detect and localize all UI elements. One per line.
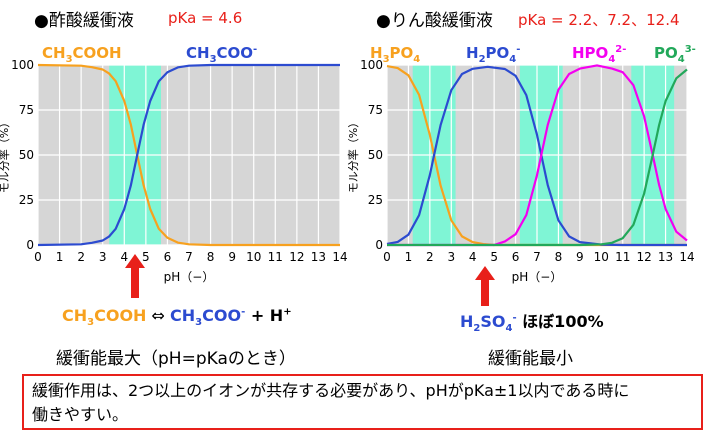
left-caption: 緩衝能最大（pH=pKaのとき） [56, 349, 296, 369]
acetate-xtick-label: 8 [207, 250, 215, 264]
legend-h3po4: H3PO4 [370, 44, 421, 65]
legend-ch3coo: CH3COO- [186, 44, 258, 65]
acetate-xtick-label: 4 [120, 250, 128, 264]
phosphate-ytick-label: 0 [375, 238, 383, 252]
phosphate-ytick-label: 75 [368, 103, 383, 117]
eq-base: CH3COO- [170, 306, 246, 329]
acetate-ytick-label: 0 [26, 238, 34, 252]
left-ph-marker-arrow [125, 254, 145, 298]
phosphate-xtick-label: 12 [637, 250, 652, 264]
legend-h2po4: H2PO4- [466, 44, 521, 65]
phosphate-xtick-label: 13 [658, 250, 673, 264]
phosphate-xtick-label: 4 [469, 250, 477, 264]
acetate-chart: 0 1 2 3 4 5 6 7 8 9 10 11 12 13 140255075100pH（−）モル分率（… [0, 58, 348, 284]
phosphate-xtick-label: 10 [594, 250, 609, 264]
acetate-xtick-label: 2 [77, 250, 85, 264]
acetate-equation: CH3COOH ⇔ CH3COO- + H+ [62, 306, 292, 328]
acetate-ytick-label: 75 [19, 103, 34, 117]
phosphate-xtick-label: 1 [405, 250, 413, 264]
phosphate-xtick-label: 11 [615, 250, 630, 264]
acetate-series-line-0 [37, 63, 340, 247]
note-line-1: 緩衝作用は、2つ以上のイオンが共存する必要があり、pHがpKa±1以内である時に [32, 381, 630, 400]
acetate-xtick-label: 3 [99, 250, 107, 264]
eq-arrow: ⇔ [146, 306, 171, 325]
left-pka-label: pKa = 4.6 [168, 9, 243, 27]
phosphate-xtick-label: 8 [555, 250, 563, 264]
phosphate-xtick-label: 9 [576, 250, 584, 264]
phosphate-y-axis-label: モル分率（%） [346, 117, 360, 193]
acetate-xtick-label: 12 [289, 250, 304, 264]
note-box: 緩衝作用は、2つ以上のイオンが共存する必要があり、pHがpKa±1以内である時に… [22, 374, 703, 430]
eq-almost-100: ほぼ100% [516, 312, 604, 331]
acetate-xtick-label: 10 [246, 250, 261, 264]
phosphate-ytick-label: 50 [368, 148, 383, 162]
eq-proton: + H+ [245, 306, 292, 325]
phosphate-xtick-label: 0 [383, 250, 391, 264]
phosphate-equation: H2SO4- ほぼ100% [460, 308, 604, 334]
left-title: ●酢酸緩衝液 [34, 11, 134, 31]
acetate-xtick-label: 14 [332, 250, 347, 264]
acetate-xtick-label: 11 [268, 250, 283, 264]
phosphate-xtick-label: 3 [447, 250, 455, 264]
acetate-ytick-label: 25 [19, 193, 34, 207]
phosphate-series-line-1 [386, 65, 687, 247]
phosphate-ytick-label: 25 [368, 193, 383, 207]
phosphate-ytick-label: 100 [360, 58, 383, 72]
phosphate-series-line-3 [387, 68, 688, 247]
left-arrow-shape [125, 254, 145, 298]
phosphate-x-axis-label: pH（−） [512, 270, 563, 284]
acetate-x-axis-label: pH（−） [164, 270, 215, 284]
acetate-xtick-label: 6 [164, 250, 172, 264]
phosphate-xtick-label: 5 [490, 250, 498, 264]
right-caption: 緩衝能最小 [488, 349, 573, 369]
phosphate-chart: 0 1 2 3 4 5 6 7 8 9 10 11 12 13 140255075100pH（−）モル分率（… [346, 58, 695, 284]
legend-hpo4: HPO42- [572, 44, 627, 65]
acetate-series-line-1 [37, 63, 340, 247]
phosphate-xtick-label: 7 [533, 250, 541, 264]
phosphate-xtick-label: 14 [679, 250, 694, 264]
acetate-xtick-label: 13 [311, 250, 326, 264]
right-ph-marker-arrow [475, 266, 495, 306]
legend-po4: PO43- [654, 44, 696, 65]
acetate-y-axis-label: モル分率（%） [0, 117, 11, 193]
acetate-xtick-label: 1 [56, 250, 64, 264]
acetate-xtick-label: 5 [142, 250, 150, 264]
eq-h2po4: H2SO4- [460, 312, 517, 335]
acetate-ytick-label: 100 [11, 58, 34, 72]
acetate-ytick-label: 50 [19, 148, 34, 162]
eq-acid: CH3COOH [62, 306, 147, 329]
note-line-2: 働きやすい。 [32, 405, 129, 424]
right-arrow-shape [475, 266, 495, 306]
right-pka-label: pKa = 2.2、7.2、12.4 [518, 11, 680, 29]
acetate-xtick-label: 0 [34, 250, 42, 264]
right-title: ●りん酸緩衝液 [376, 11, 493, 31]
phosphate-series-line-2 [387, 64, 688, 247]
phosphate-xtick-label: 2 [426, 250, 434, 264]
phosphate-xtick-label: 6 [512, 250, 520, 264]
acetate-xtick-label: 9 [228, 250, 236, 264]
legend-ch3cooh: CH3COOH [42, 44, 122, 65]
acetate-xtick-label: 7 [185, 250, 193, 264]
